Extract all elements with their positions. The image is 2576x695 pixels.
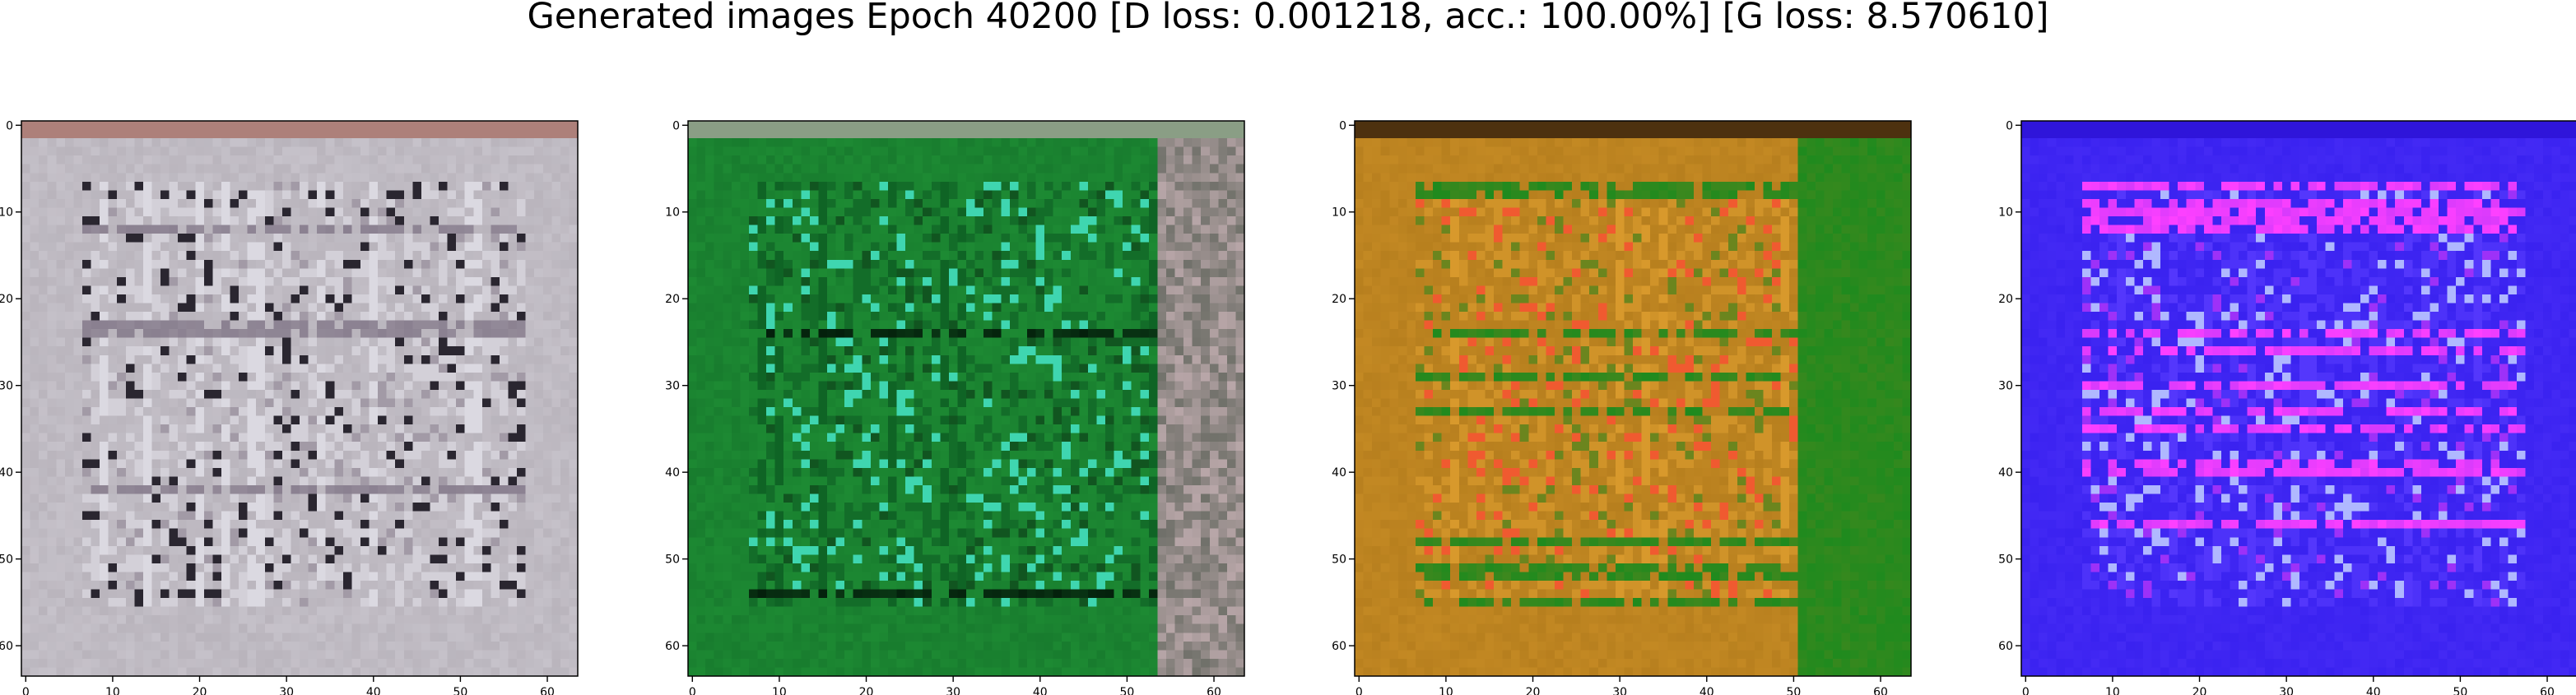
x-tick-label-3-6: 60 — [1873, 686, 1888, 695]
y-tick-label-2-4: 40 — [665, 466, 680, 480]
y-tick-label-2-1: 10 — [665, 206, 680, 220]
x-tick-label-3-0: 0 — [1355, 686, 1363, 695]
figure-title: Generated images Epoch 40200 [D loss: 0.… — [527, 0, 2049, 37]
y-tick-label-4-5: 50 — [1998, 554, 2013, 567]
image-frame-1 — [21, 120, 579, 677]
x-tick-label-4-3: 30 — [2279, 686, 2294, 695]
y-tick-label-1-1: 10 — [0, 206, 13, 220]
x-tick-label-1-3: 30 — [279, 686, 294, 695]
y-tick-label-1-6: 60 — [0, 640, 13, 653]
y-tick-label-2-0: 0 — [672, 119, 680, 132]
y-tick-label-4-2: 20 — [1998, 293, 2013, 306]
y-tick-label-4-0: 0 — [2006, 119, 2013, 132]
x-tick-label-1-1: 10 — [105, 686, 120, 695]
y-tick-label-3-2: 20 — [1332, 293, 1346, 306]
pixel-grid-2 — [688, 121, 1245, 677]
y-tick-label-3-5: 50 — [1332, 554, 1346, 567]
x-tick-label-2-5: 50 — [1119, 686, 1134, 695]
y-tick-label-3-3: 30 — [1332, 380, 1346, 393]
x-tick-label-1-2: 20 — [193, 686, 207, 695]
y-tick-label-3-6: 60 — [1332, 640, 1346, 653]
x-tick-label-3-5: 50 — [1786, 686, 1801, 695]
image-frame-3 — [1354, 120, 1912, 677]
y-tick-label-2-6: 60 — [665, 640, 680, 653]
y-tick-label-4-4: 40 — [1998, 466, 2013, 480]
image-panel-2: 0 10 20 30 40 50 60 0 10 20 30 40 50 60 — [665, 119, 1245, 695]
x-tick-label-3-2: 20 — [1526, 686, 1541, 695]
x-tick-label-2-6: 60 — [1207, 686, 1221, 695]
x-tick-label-1-6: 60 — [540, 686, 555, 695]
x-tick-label-2-4: 40 — [1033, 686, 1048, 695]
image-panel-1: 0 10 20 30 40 50 60 0 10 20 30 40 50 60 — [0, 119, 579, 695]
x-tick-label-3-4: 40 — [1700, 686, 1714, 695]
y-tick-label-3-4: 40 — [1332, 466, 1346, 480]
x-tick-label-4-5: 50 — [2453, 686, 2467, 695]
y-tick-label-2-2: 20 — [665, 293, 680, 306]
y-tick-label-4-1: 10 — [1998, 206, 2013, 220]
y-tick-label-1-5: 50 — [0, 554, 13, 567]
pixel-grid-3 — [1355, 121, 1912, 677]
x-tick-label-4-4: 40 — [2366, 686, 2381, 695]
y-tick-label-4-6: 60 — [1998, 640, 2013, 653]
x-tick-label-1-5: 50 — [453, 686, 467, 695]
y-tick-label-1-3: 30 — [0, 380, 13, 393]
y-tick-label-4-3: 30 — [1998, 380, 2013, 393]
x-tick-label-4-1: 10 — [2105, 686, 2120, 695]
x-tick-label-2-0: 0 — [689, 686, 696, 695]
y-tick-label-1-2: 20 — [0, 293, 13, 306]
x-tick-label-4-2: 20 — [2192, 686, 2207, 695]
y-tick-label-1-0: 0 — [6, 119, 13, 132]
y-tick-label-1-4: 40 — [0, 466, 13, 480]
y-tick-label-2-5: 50 — [665, 554, 680, 567]
image-frame-4 — [2020, 120, 2576, 677]
x-tick-label-4-6: 60 — [2540, 686, 2555, 695]
x-tick-label-1-0: 0 — [22, 686, 30, 695]
image-panel-4: 0 10 20 30 40 50 60 0 10 20 30 40 50 60 — [1998, 119, 2576, 695]
pixel-grid-1 — [21, 121, 579, 677]
y-tick-label-3-1: 10 — [1332, 206, 1346, 220]
x-tick-label-2-2: 20 — [859, 686, 874, 695]
x-tick-label-2-3: 30 — [946, 686, 960, 695]
x-tick-label-3-3: 30 — [1612, 686, 1627, 695]
y-tick-label-3-0: 0 — [1339, 119, 1346, 132]
x-tick-label-2-1: 10 — [772, 686, 787, 695]
x-tick-label-3-1: 10 — [1439, 686, 1453, 695]
x-tick-label-1-4: 40 — [366, 686, 381, 695]
x-tick-label-4-0: 0 — [2022, 686, 2030, 695]
y-tick-label-2-3: 30 — [665, 380, 680, 393]
image-frame-2 — [687, 120, 1245, 677]
pixel-grid-4 — [2021, 121, 2576, 677]
image-panel-3: 0 10 20 30 40 50 60 0 10 20 30 40 50 60 — [1332, 119, 1912, 695]
